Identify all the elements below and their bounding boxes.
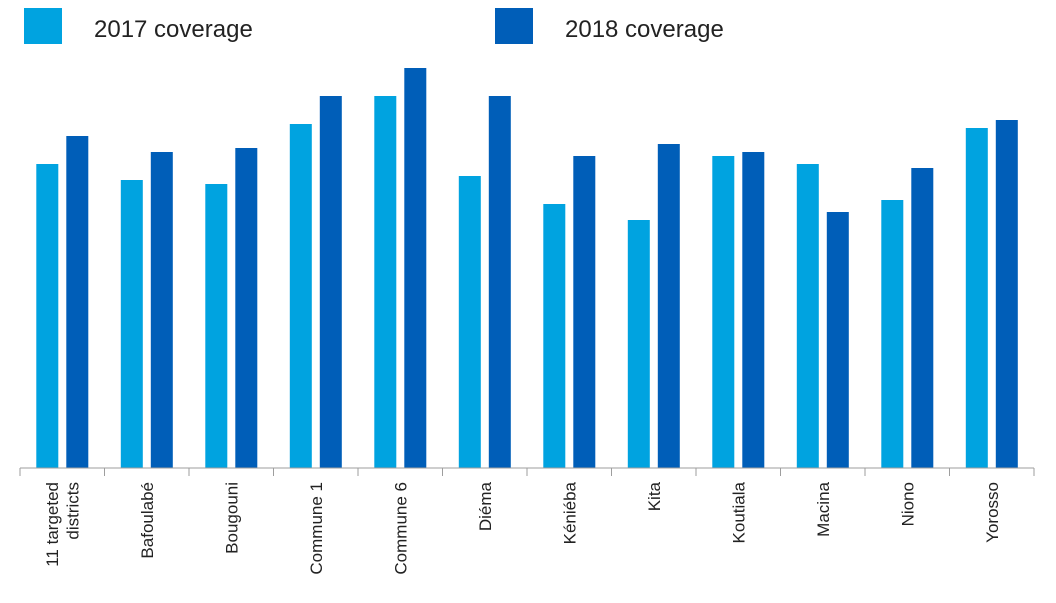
bar-2-8 [657,144,680,468]
legend-label-1: 2017 coverage [94,16,253,43]
legend-swatch-2 [495,8,533,44]
bar-2-6 [488,96,511,468]
bar-2-1 [66,136,89,468]
bar-1-5 [374,96,397,468]
x-tick-label-4: Commune 1 [307,482,326,575]
bar-1-3 [205,184,228,468]
x-tick-label-9: Koutiala [729,481,748,543]
legend: 2017 coverage 2018 coverage [24,8,724,44]
x-tick-label-5: Commune 6 [391,482,410,575]
x-tick-label-10: Macina [814,481,833,536]
bar-2-5 [404,68,427,468]
bar-2-4 [319,96,342,468]
bar-2-3 [235,148,258,468]
bar-2-9 [742,152,765,468]
bar-1-1 [36,164,59,468]
bar-2-10 [826,212,849,468]
x-tick-label-3: Bougouni [222,482,241,554]
legend-swatch-1 [24,8,62,44]
bar-1-6 [458,176,481,468]
bar-1-11 [881,200,904,468]
bar-1-10 [796,164,819,468]
bar-1-7 [543,204,566,468]
bar-1-4 [289,124,312,468]
x-tick-label-6: Diéma [476,481,495,531]
x-tick-label-12: Yorosso [983,482,1002,543]
x-axis-ticks [19,468,1035,476]
bar-2-2 [150,152,173,468]
bar-1-2 [120,180,143,468]
x-tick-label-8: Kita [645,481,664,511]
bars [36,68,1018,468]
x-tick-label-11: Niono [898,482,917,526]
bar-1-9 [712,156,735,468]
bar-2-11 [911,168,934,468]
bar-2-7 [573,156,596,468]
x-axis-tick-labels: 11 targeted districts Bafoulabé Bougouni Com… [43,481,1002,574]
legend-label-2: 2018 coverage [565,16,724,43]
bar-1-12 [965,128,988,468]
x-tick-label-7: Kéniéba [560,481,579,544]
x-tick-label-2: Bafoulabé [138,482,157,559]
x-tick-label-1: 11 targeted districts [43,482,83,567]
bar-1-8 [627,220,650,468]
bar-2-12 [995,120,1018,468]
